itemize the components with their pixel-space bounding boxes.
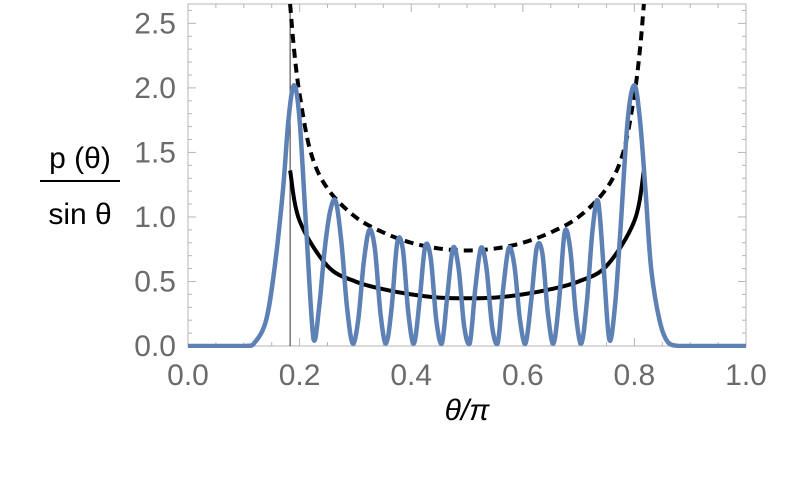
y-tick-label: 0.0 (134, 330, 176, 363)
x-tick-label: 0.8 (614, 359, 656, 392)
series-layer (188, 3, 746, 348)
x-tick-label: 0.6 (502, 359, 544, 392)
x-tick-label: 0.0 (167, 359, 209, 392)
x-tick-label: 0.2 (279, 359, 321, 392)
y-tick-label: 1.0 (134, 201, 176, 234)
x-tick-label: 0.4 (390, 359, 432, 392)
series-blue-line (188, 83, 746, 348)
x-tick-label: 1.0 (725, 359, 767, 392)
series-dashed-black-line (288, 3, 646, 253)
y-tick-labels: 0.0 0.5 1.0 1.5 2.0 2.5 (134, 7, 176, 363)
y-axis-label: p (θ) sin θ (40, 142, 120, 231)
x-tick-labels: 0.0 0.2 0.4 0.6 0.8 1.0 (167, 359, 767, 392)
y-tick-label: 2.5 (134, 7, 176, 40)
y-tick-label: 0.5 (134, 265, 176, 298)
y-axis-label-denominator: sin θ (48, 198, 111, 231)
y-axis-label-numerator: p (θ) (49, 142, 111, 175)
series-solid-black-line (288, 170, 646, 301)
y-tick-label: 2.0 (134, 72, 176, 105)
x-axis-label: θ/π (445, 394, 491, 427)
y-tick-label: 1.5 (134, 136, 176, 169)
